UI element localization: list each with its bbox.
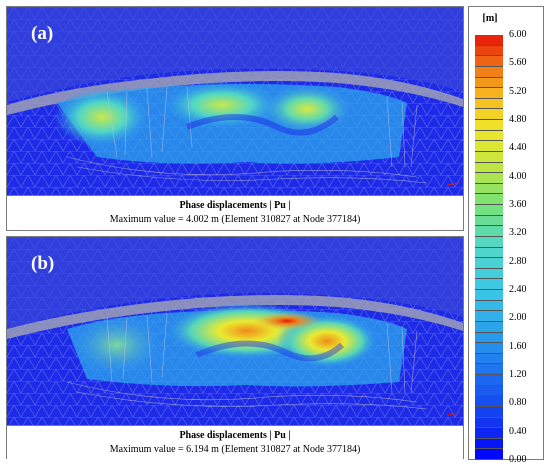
legend-tick-label: 5.60	[509, 57, 527, 69]
legend-color-step	[475, 205, 503, 216]
legend-color-step	[475, 66, 503, 78]
legend-color-step	[475, 151, 503, 163]
legend-color-step	[475, 236, 503, 248]
legend-color-step	[475, 258, 503, 269]
legend-unit: [m]	[482, 13, 498, 24]
legend-color-step	[475, 311, 503, 322]
displacement-contour-plot-b: (b)	[7, 237, 463, 425]
legend-color-bar	[475, 35, 503, 460]
caption-max-value-a: Maximum value = 4.002 m (Element 310827 …	[109, 214, 361, 225]
caption-b: Phase displacements | Pu | Maximum value…	[7, 425, 463, 459]
legend-color-step	[475, 98, 503, 110]
legend-color-step	[475, 35, 503, 46]
displacement-contour-plot-a: (a)	[7, 7, 463, 195]
legend-color-step	[475, 45, 503, 57]
legend-color-step	[475, 130, 503, 142]
legend-tick-label: 3.60	[509, 199, 527, 210]
legend-tick-label: 4.80	[509, 114, 527, 125]
legend-color-step	[475, 449, 503, 460]
legend-color-step	[475, 279, 503, 290]
legend-tick-label: 4.40	[509, 142, 527, 154]
legend-tick-label: 4.00	[509, 170, 527, 182]
legend-color-step	[475, 321, 503, 333]
panel-label-b: (b)	[31, 253, 55, 274]
contour-svg-b	[7, 237, 463, 425]
legend-color-step	[475, 396, 503, 407]
legend-tick-label: 0.40	[509, 425, 527, 437]
caption-a: Phase displacements | Pu | Maximum value…	[7, 195, 463, 229]
legend-color-step	[475, 406, 503, 418]
legend-color-step	[475, 353, 503, 365]
legend-tick-label: 2.80	[509, 255, 527, 267]
legend-color-step	[475, 385, 503, 397]
legend-color-step	[475, 226, 503, 237]
panel-a: (a) Phase displacements | Pu | Maximum v…	[6, 6, 464, 231]
color-scale-legend: [m] 6.00 5.60 5.20 4.80 4.40 4.00 3.60 3.20 2.80…	[468, 6, 544, 465]
legend-color-step	[475, 417, 503, 429]
legend-color-step	[475, 162, 503, 174]
legend-color-step	[475, 173, 503, 184]
caption-max-value-b: Maximum value = 6.194 m (Element 310827 …	[109, 444, 361, 455]
legend-tick-label: 1.60	[509, 340, 527, 352]
legend-color-step	[475, 194, 503, 205]
legend-color-step	[475, 88, 503, 99]
legend-color-step	[475, 120, 503, 131]
legend-tick-label: 6.00	[509, 29, 527, 40]
legend-tick-label: 0.80	[509, 397, 527, 409]
legend-color-step	[475, 375, 503, 386]
legend-tick-label: 5.20	[509, 85, 527, 97]
legend-color-step	[475, 300, 503, 312]
legend-color-step	[475, 183, 503, 195]
legend-color-step	[475, 332, 503, 344]
legend-tick-label: 0.00	[509, 454, 527, 465]
legend-color-step	[475, 141, 503, 152]
caption-title-b: Phase displacements | Pu |	[179, 430, 291, 441]
legend-color-step	[475, 268, 503, 280]
caption-title-a: Phase displacements | Pu |	[179, 200, 291, 211]
panel-label-a: (a)	[31, 23, 54, 44]
legend-color-step	[475, 77, 503, 89]
legend-color-step	[475, 215, 503, 227]
legend-color-step	[475, 438, 503, 450]
legend-color-step	[475, 364, 503, 375]
legend-tick-label: 3.20	[509, 227, 527, 239]
legend-color-step	[475, 56, 503, 67]
legend-color-step	[475, 343, 503, 354]
legend-tick-label: 2.00	[509, 312, 527, 324]
legend-color-step	[475, 290, 503, 301]
panel-b: (b) Phase displacements | Pu | Maximum v…	[6, 236, 464, 459]
legend-color-step	[475, 247, 503, 259]
contour-svg-a	[7, 7, 463, 195]
legend-color-step	[475, 109, 503, 120]
legend-color-step	[475, 428, 503, 439]
legend-tick-label: 1.20	[509, 369, 527, 380]
legend-tick-label: 2.40	[509, 284, 527, 295]
